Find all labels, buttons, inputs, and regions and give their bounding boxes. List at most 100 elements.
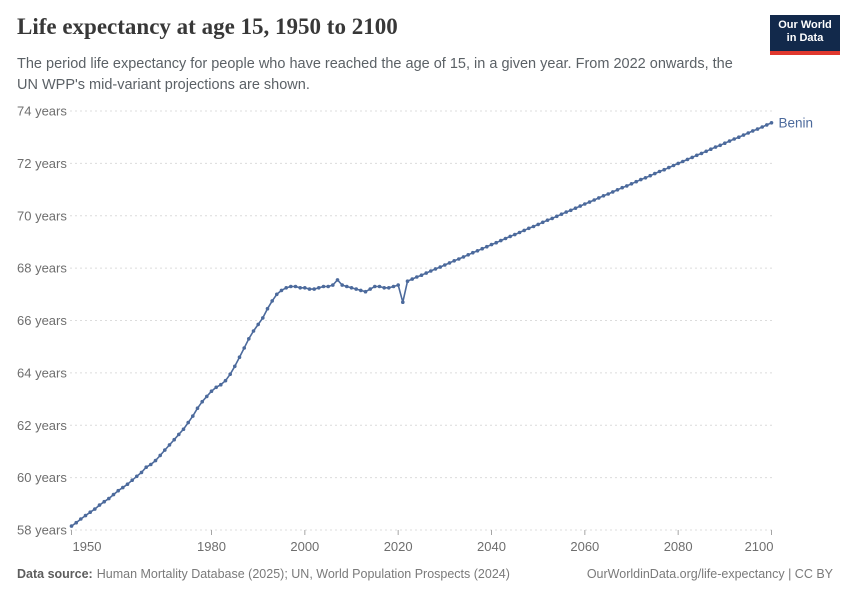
data-point[interactable] <box>289 284 293 289</box>
data-point[interactable] <box>303 286 307 290</box>
data-point[interactable] <box>438 265 443 269</box>
data-point[interactable] <box>149 462 153 467</box>
data-point[interactable] <box>559 212 564 216</box>
data-point[interactable] <box>704 149 708 154</box>
series-entity-label[interactable]: Benin <box>779 115 814 130</box>
data-point[interactable] <box>732 137 736 141</box>
data-point[interactable] <box>527 226 531 231</box>
data-point[interactable] <box>499 238 503 243</box>
data-point[interactable] <box>363 289 368 294</box>
data-point[interactable] <box>769 121 774 125</box>
data-point[interactable] <box>270 299 275 303</box>
footer-citation-link[interactable]: OurWorldinData.org/life-expectancy | CC … <box>586 567 833 581</box>
data-point[interactable] <box>107 496 111 501</box>
data-point[interactable] <box>601 194 606 198</box>
data-point[interactable] <box>326 284 331 289</box>
data-point[interactable] <box>573 206 578 210</box>
data-point[interactable] <box>569 208 573 213</box>
data-point[interactable] <box>452 259 457 263</box>
data-point[interactable] <box>508 234 512 239</box>
data-point[interactable] <box>209 389 214 394</box>
data-point[interactable] <box>424 271 429 275</box>
data-point[interactable] <box>410 277 415 281</box>
data-point[interactable] <box>550 216 554 221</box>
data-point[interactable] <box>471 250 475 255</box>
data-point[interactable] <box>167 443 172 447</box>
data-point[interactable] <box>69 524 74 528</box>
data-point[interactable] <box>401 300 405 304</box>
data-point[interactable] <box>685 157 690 162</box>
data-point[interactable] <box>737 135 741 139</box>
data-point[interactable] <box>144 465 148 470</box>
data-point[interactable] <box>475 249 480 253</box>
data-point[interactable] <box>111 492 116 497</box>
data-point[interactable] <box>373 284 377 289</box>
data-point[interactable] <box>583 202 587 206</box>
data-point[interactable] <box>181 427 186 432</box>
data-point[interactable] <box>139 470 144 475</box>
data-point[interactable] <box>242 346 246 350</box>
data-point[interactable] <box>205 394 209 399</box>
data-point[interactable] <box>256 322 261 327</box>
data-point[interactable] <box>690 155 694 160</box>
data-point[interactable] <box>191 414 195 418</box>
data-point[interactable] <box>298 286 303 290</box>
series-line-benin[interactable] <box>71 122 772 527</box>
data-point[interactable] <box>284 286 289 290</box>
data-point[interactable] <box>340 283 345 287</box>
data-point[interactable] <box>195 406 200 411</box>
data-point[interactable] <box>275 292 279 297</box>
data-point[interactable] <box>349 286 354 290</box>
data-point[interactable] <box>387 286 391 290</box>
data-point[interactable] <box>657 169 662 174</box>
data-point[interactable] <box>335 278 340 282</box>
data-point[interactable] <box>214 385 218 390</box>
data-point[interactable] <box>83 513 88 518</box>
data-point[interactable] <box>709 147 713 151</box>
data-point[interactable] <box>587 200 592 204</box>
data-point[interactable] <box>265 306 270 311</box>
data-point[interactable] <box>681 159 685 164</box>
data-point[interactable] <box>723 141 727 145</box>
data-point[interactable] <box>121 485 125 490</box>
data-point[interactable] <box>200 399 204 404</box>
data-point[interactable] <box>219 382 223 387</box>
data-point[interactable] <box>359 288 363 293</box>
data-point[interactable] <box>125 482 130 487</box>
data-point[interactable] <box>116 488 120 493</box>
data-point[interactable] <box>251 329 256 333</box>
data-point[interactable] <box>135 474 139 479</box>
data-point[interactable] <box>102 499 106 504</box>
data-point[interactable] <box>541 220 545 225</box>
data-point[interactable] <box>93 507 97 511</box>
data-point[interactable] <box>233 364 237 369</box>
data-point[interactable] <box>405 279 410 283</box>
data-point[interactable] <box>611 190 615 194</box>
data-point[interactable] <box>662 167 666 172</box>
data-point[interactable] <box>592 198 596 202</box>
data-point[interactable] <box>536 222 540 227</box>
data-point[interactable] <box>597 196 601 200</box>
data-point[interactable] <box>755 127 760 131</box>
data-point[interactable] <box>382 286 387 290</box>
data-point[interactable] <box>713 145 718 149</box>
data-point[interactable] <box>307 287 312 291</box>
data-point[interactable] <box>293 284 298 289</box>
data-point[interactable] <box>461 255 466 259</box>
data-point[interactable] <box>480 246 485 251</box>
data-point[interactable] <box>331 283 335 287</box>
data-point[interactable] <box>718 143 722 148</box>
data-point[interactable] <box>634 179 638 184</box>
data-point[interactable] <box>74 520 78 525</box>
data-point[interactable] <box>88 510 92 514</box>
data-point[interactable] <box>279 288 284 293</box>
data-point[interactable] <box>97 503 102 507</box>
data-point[interactable] <box>676 161 680 166</box>
data-point[interactable] <box>247 337 251 341</box>
data-point[interactable] <box>741 133 746 137</box>
data-point[interactable] <box>153 458 158 463</box>
data-point[interactable] <box>429 269 433 273</box>
data-point[interactable] <box>620 185 624 190</box>
data-point[interactable] <box>377 284 382 289</box>
data-point[interactable] <box>629 182 634 186</box>
